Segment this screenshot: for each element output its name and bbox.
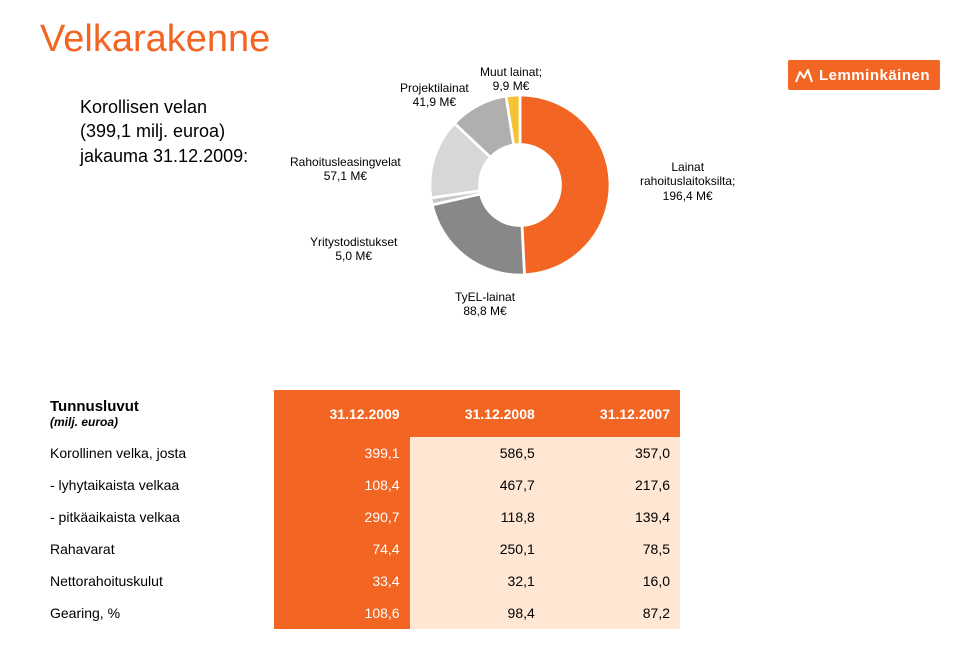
cell: 32,1 xyxy=(410,565,545,597)
donut-svg xyxy=(430,95,610,275)
chart-label: Muut lainat;9,9 M€ xyxy=(480,65,542,94)
cell: 290,7 xyxy=(274,501,409,533)
cell: 357,0 xyxy=(545,437,680,469)
chart-label-line: 9,9 M€ xyxy=(480,79,542,93)
chart-label-line: Yritystodistukset xyxy=(310,235,397,249)
chart-label: TyEL-lainat88,8 M€ xyxy=(455,290,515,319)
chart-label: Lainatrahoituslaitoksilta;196,4 M€ xyxy=(640,160,735,203)
row-label: Korollinen velka, josta xyxy=(40,437,274,469)
brand-logo: Lemminkäinen xyxy=(788,60,940,90)
cell: 74,4 xyxy=(274,533,409,565)
logo-mark-icon xyxy=(794,66,814,84)
cell: 108,4 xyxy=(274,469,409,501)
col-header-0: 31.12.2009 xyxy=(274,390,409,437)
chart-label-line: 5,0 M€ xyxy=(310,249,397,263)
row-label: - lyhytaikaista velkaa xyxy=(40,469,274,501)
cell: 250,1 xyxy=(410,533,545,565)
cell: 16,0 xyxy=(545,565,680,597)
chart-label-line: Rahoitusleasingvelat xyxy=(290,155,401,169)
cell: 118,8 xyxy=(410,501,545,533)
chart-label-line: Lainat xyxy=(640,160,735,174)
table-row: Gearing, %108,698,487,2 xyxy=(40,597,680,629)
col-header-1: 31.12.2008 xyxy=(410,390,545,437)
chart-label-line: Projektilainat xyxy=(400,81,469,95)
chart-label: Yritystodistukset5,0 M€ xyxy=(310,235,397,264)
chart-label-line: 41,9 M€ xyxy=(400,95,469,109)
chart-label-line: 196,4 M€ xyxy=(640,189,735,203)
donut-slice xyxy=(432,194,524,275)
table-row: Korollinen velka, josta399,1586,5357,0 xyxy=(40,437,680,469)
cell: 33,4 xyxy=(274,565,409,597)
table-header-main: Tunnusluvut xyxy=(50,398,264,415)
cell: 139,4 xyxy=(545,501,680,533)
cell: 78,5 xyxy=(545,533,680,565)
col-header-2: 31.12.2007 xyxy=(545,390,680,437)
cell: 467,7 xyxy=(410,469,545,501)
chart-label-line: Muut lainat; xyxy=(480,65,542,79)
row-label: Rahavarat xyxy=(40,533,274,565)
table-header-row: Tunnusluvut (milj. euroa) 31.12.2009 31.… xyxy=(40,390,680,437)
chart-label-line: 57,1 M€ xyxy=(290,169,401,183)
table-header-sub: (milj. euroa) xyxy=(50,415,264,429)
table-row: - lyhytaikaista velkaa108,4467,7217,6 xyxy=(40,469,680,501)
cell: 217,6 xyxy=(545,469,680,501)
chart-label: Rahoitusleasingvelat57,1 M€ xyxy=(290,155,401,184)
table-row: - pitkäaikaista velkaa290,7118,8139,4 xyxy=(40,501,680,533)
chart-label: Projektilainat41,9 M€ xyxy=(400,81,469,110)
cell: 108,6 xyxy=(274,597,409,629)
table-row: Rahavarat74,4250,178,5 xyxy=(40,533,680,565)
page-title: Velkarakenne xyxy=(0,0,960,61)
debt-structure-chart: Lainatrahoituslaitoksilta;196,4 M€TyEL-l… xyxy=(300,65,720,325)
donut-container xyxy=(430,95,610,275)
cell: 98,4 xyxy=(410,597,545,629)
table-row: Nettorahoituskulut33,432,116,0 xyxy=(40,565,680,597)
cell: 399,1 xyxy=(274,437,409,469)
subtitle-block: Korollisen velan (399,1 milj. euroa) jak… xyxy=(80,95,248,168)
subtitle-line1: Korollisen velan xyxy=(80,95,248,119)
key-figures-table: Tunnusluvut (milj. euroa) 31.12.2009 31.… xyxy=(40,390,680,629)
table-header-label: Tunnusluvut (milj. euroa) xyxy=(40,390,274,437)
table: Tunnusluvut (milj. euroa) 31.12.2009 31.… xyxy=(40,390,680,629)
cell: 586,5 xyxy=(410,437,545,469)
cell: 87,2 xyxy=(545,597,680,629)
subtitle-line3: jakauma 31.12.2009: xyxy=(80,144,248,168)
logo-text: Lemminkäinen xyxy=(819,67,930,84)
donut-slice xyxy=(520,95,610,275)
row-label: - pitkäaikaista velkaa xyxy=(40,501,274,533)
row-label: Gearing, % xyxy=(40,597,274,629)
row-label: Nettorahoituskulut xyxy=(40,565,274,597)
subtitle-line2: (399,1 milj. euroa) xyxy=(80,119,248,143)
chart-label-line: 88,8 M€ xyxy=(455,304,515,318)
chart-label-line: TyEL-lainat xyxy=(455,290,515,304)
chart-label-line: rahoituslaitoksilta; xyxy=(640,174,735,188)
